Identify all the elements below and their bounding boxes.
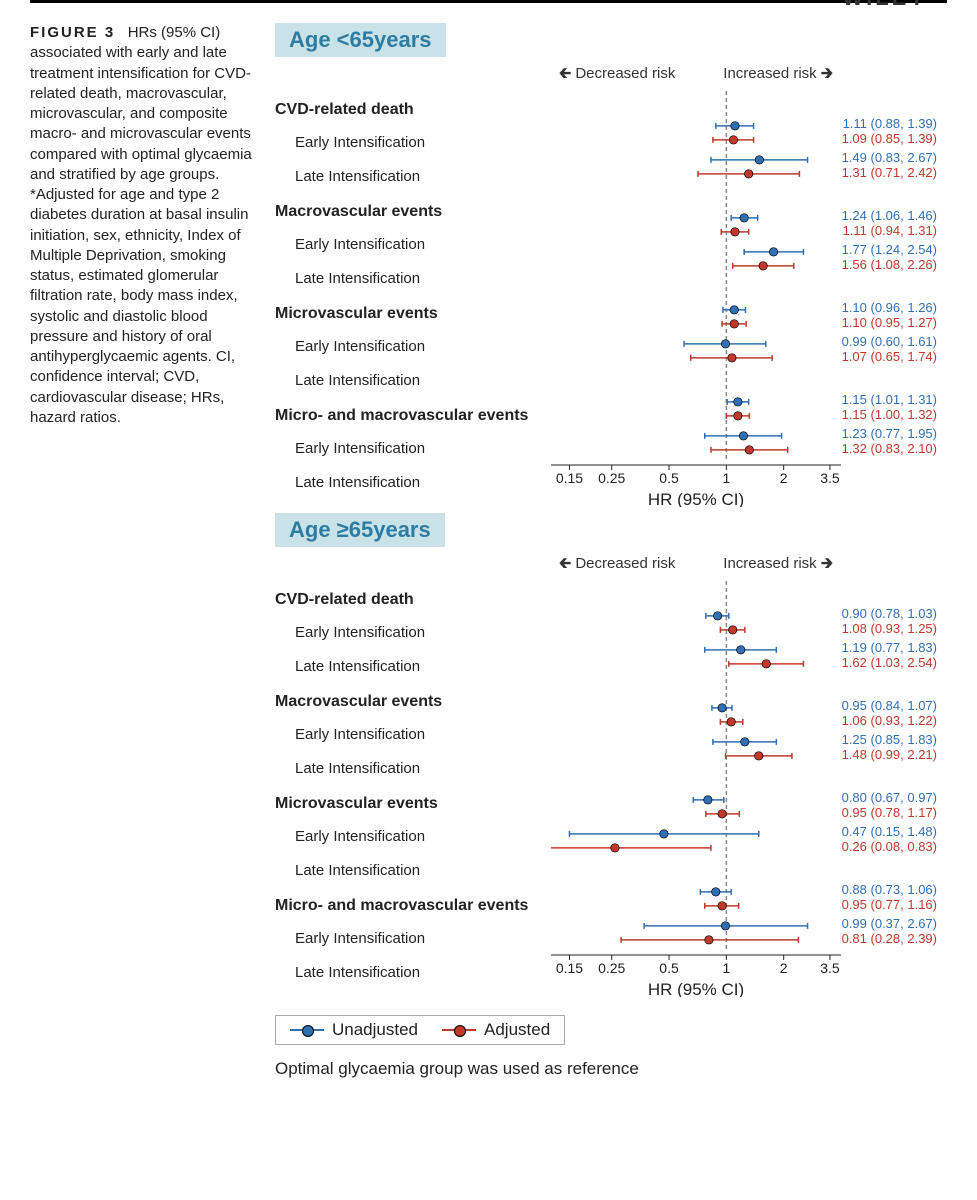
outcome-heading: Micro- and macrovascular events — [275, 897, 551, 921]
hr-unadjusted: 0.99 (0.60, 1.61) — [841, 335, 937, 350]
outcome-heading: Microvascular events — [275, 305, 551, 329]
hr-adjusted: 1.32 (0.83, 2.10) — [841, 442, 937, 457]
row-label: Late Intensification — [275, 261, 551, 295]
row-label: Early Intensification — [275, 329, 551, 363]
outcome-heading: Macrovascular events — [275, 203, 551, 227]
decreased-risk-label: 🡰 Decreased risk — [559, 63, 675, 88]
unadjusted-marker-icon — [290, 1024, 324, 1036]
hr-unadjusted: 0.88 (0.73, 1.06) — [841, 883, 937, 898]
svg-text:3.5: 3.5 — [820, 470, 840, 486]
hr-unadjusted: 1.49 (0.83, 2.67) — [841, 151, 937, 166]
svg-text:3.5: 3.5 — [820, 960, 840, 976]
adjusted-marker-icon — [442, 1024, 476, 1036]
hr-adjusted: 0.81 (0.28, 2.39) — [841, 932, 937, 947]
decreased-risk-label: 🡰 Decreased risk — [559, 553, 675, 578]
row-label: Late Intensification — [275, 751, 551, 785]
hr-adjusted: 0.26 (0.08, 0.83) — [841, 840, 937, 855]
row-label: Late Intensification — [275, 853, 551, 887]
row-label: Early Intensification — [275, 819, 551, 853]
svg-text:0.25: 0.25 — [598, 470, 625, 486]
hr-unadjusted: 1.77 (1.24, 2.54) — [841, 243, 937, 258]
hr-adjusted: 1.15 (1.00, 1.32) — [841, 408, 937, 423]
hr-unadjusted: 1.25 (0.85, 1.83) — [841, 733, 937, 748]
row-label: Late Intensification — [275, 649, 551, 683]
hr-unadjusted: 1.10 (0.96, 1.26) — [841, 301, 937, 316]
forest-plot-svg: 0.15 0.25 0.5 1 2 3.5 HR (95% CI) — [551, 63, 841, 507]
hr-adjusted: 1.06 (0.93, 1.22) — [841, 714, 937, 729]
outcome-heading: Microvascular events — [275, 795, 551, 819]
row-label: Early Intensification — [275, 125, 551, 159]
row-label: Early Intensification — [275, 227, 551, 261]
svg-text:HR (95% CI): HR (95% CI) — [648, 490, 744, 507]
svg-text:0.5: 0.5 — [659, 960, 679, 976]
hr-adjusted: 1.10 (0.95, 1.27) — [841, 316, 937, 331]
hr-adjusted: 0.95 (0.78, 1.17) — [841, 806, 937, 821]
hr-adjusted: 1.48 (0.99, 2.21) — [841, 748, 937, 763]
legend-adjusted: Adjusted — [442, 1020, 550, 1040]
legend-unadjusted: Unadjusted — [290, 1020, 418, 1040]
svg-text:2: 2 — [780, 470, 788, 486]
hr-unadjusted: 0.95 (0.84, 1.07) — [841, 699, 937, 714]
hr-adjusted: 1.08 (0.93, 1.25) — [841, 622, 937, 637]
hr-unadjusted: 1.15 (1.01, 1.31) — [841, 393, 937, 408]
svg-text:0.15: 0.15 — [556, 470, 583, 486]
hr-unadjusted: 0.99 (0.37, 2.67) — [841, 917, 937, 932]
svg-text:2: 2 — [780, 960, 788, 976]
hr-unadjusted: 0.47 (0.15, 1.48) — [841, 825, 937, 840]
svg-text:HR (95% CI): HR (95% CI) — [648, 980, 744, 997]
row-label: Late Intensification — [275, 465, 551, 499]
caption-text: HRs (95% CI) associated with early and l… — [30, 24, 252, 426]
svg-text:0.15: 0.15 — [556, 960, 583, 976]
row-label: Early Intensification — [275, 431, 551, 465]
hr-unadjusted: 1.11 (0.88, 1.39) — [841, 117, 937, 132]
row-label: Early Intensification — [275, 717, 551, 751]
outcome-heading: Micro- and macrovascular events — [275, 407, 551, 431]
hr-unadjusted: 0.80 (0.67, 0.97) — [841, 791, 937, 806]
forest-panel: Age ≥65years 🡰 Decreased risk Increased … — [275, 513, 947, 997]
hr-unadjusted: 0.90 (0.78, 1.03) — [841, 607, 937, 622]
hr-adjusted: 1.11 (0.94, 1.31) — [841, 224, 937, 239]
outcome-heading: CVD-related death — [275, 591, 551, 615]
outcome-heading: CVD-related death — [275, 101, 551, 125]
footnote: Optimal glycaemia group was used as refe… — [275, 1059, 947, 1079]
row-label: Early Intensification — [275, 615, 551, 649]
row-label: Late Intensification — [275, 955, 551, 989]
hr-adjusted: 0.95 (0.77, 1.16) — [841, 898, 937, 913]
hr-unadjusted: 1.23 (0.77, 1.95) — [841, 427, 937, 442]
row-label: Late Intensification — [275, 159, 551, 193]
hr-adjusted: 1.56 (1.08, 2.26) — [841, 258, 937, 273]
legend: Unadjusted Adjusted — [275, 1015, 565, 1045]
figure-caption: FIGURE 3 HRs (95% CI) associated with ea… — [30, 23, 275, 1079]
increased-risk-label: Increased risk 🡲 — [723, 63, 833, 88]
figure-label: FIGURE 3 — [30, 24, 115, 41]
hr-unadjusted: 1.24 (1.06, 1.46) — [841, 209, 937, 224]
row-label: Early Intensification — [275, 921, 551, 955]
svg-text:0.25: 0.25 — [598, 960, 625, 976]
svg-text:1: 1 — [722, 470, 730, 486]
hr-adjusted: 1.62 (1.03, 2.54) — [841, 656, 937, 671]
panel-title: Age <65years — [275, 23, 446, 57]
row-label: Late Intensification — [275, 363, 551, 397]
forest-plot-svg: 0.15 0.25 0.5 1 2 3.5 HR (95% CI) — [551, 553, 841, 997]
panel-title: Age ≥65years — [275, 513, 445, 547]
hr-adjusted: 1.07 (0.65, 1.74) — [841, 350, 937, 365]
increased-risk-label: Increased risk 🡲 — [723, 553, 833, 578]
hr-adjusted: 1.31 (0.71, 2.42) — [841, 166, 937, 181]
outcome-heading: Macrovascular events — [275, 693, 551, 717]
forest-panel: Age <65years 🡰 Decreased risk Increased … — [275, 23, 947, 507]
hr-adjusted: 1.09 (0.85, 1.39) — [841, 132, 937, 147]
svg-text:1: 1 — [722, 960, 730, 976]
hr-unadjusted: 1.19 (0.77, 1.83) — [841, 641, 937, 656]
svg-text:0.5: 0.5 — [659, 470, 679, 486]
